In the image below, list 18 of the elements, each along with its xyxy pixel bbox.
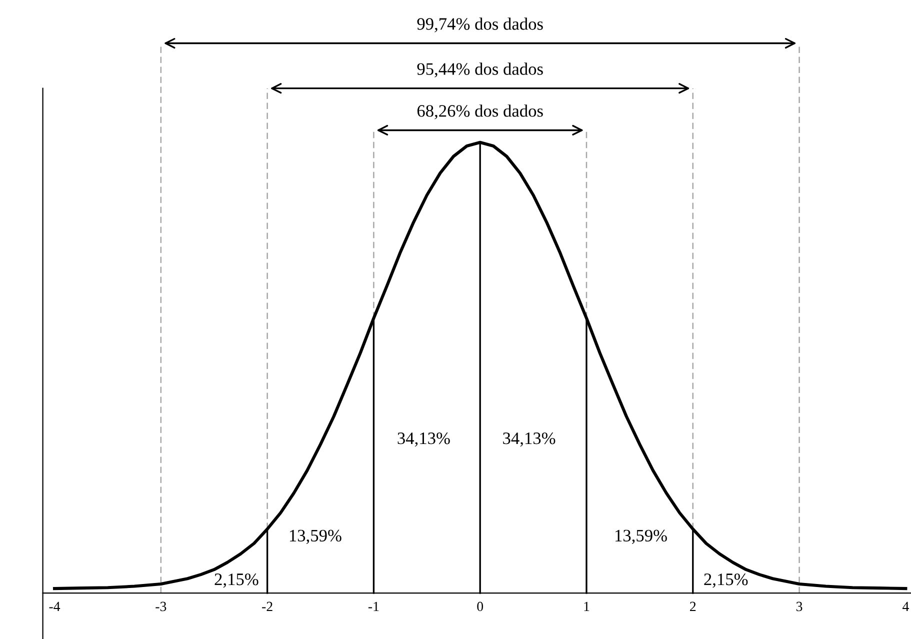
text: 99,74% dos dados xyxy=(417,18,543,32)
x-tick-label: 3 xyxy=(796,602,802,612)
text: 68,26% dos dados xyxy=(417,104,543,120)
annotation: 13,59% xyxy=(290,530,342,544)
x-tick-label: 2 xyxy=(690,602,696,612)
x-tick-label: -4 xyxy=(49,602,60,612)
annotation: 2,15% xyxy=(214,574,258,588)
annotation: 2,15% xyxy=(704,574,748,588)
x-tick-label: 1 xyxy=(584,602,590,612)
text: 95,44% dos dados xyxy=(417,62,543,78)
annotation: 13,59% xyxy=(616,530,667,544)
annotation: 34,13% xyxy=(503,432,556,447)
x-tick-label: -1 xyxy=(368,602,379,612)
annotation: 34,13% xyxy=(398,432,450,447)
x-tick-label: 4 xyxy=(902,602,909,612)
x-tick-label: -3 xyxy=(156,602,166,612)
x-tick-label: 0 xyxy=(477,602,484,612)
x-tick-label: -2 xyxy=(262,602,272,612)
